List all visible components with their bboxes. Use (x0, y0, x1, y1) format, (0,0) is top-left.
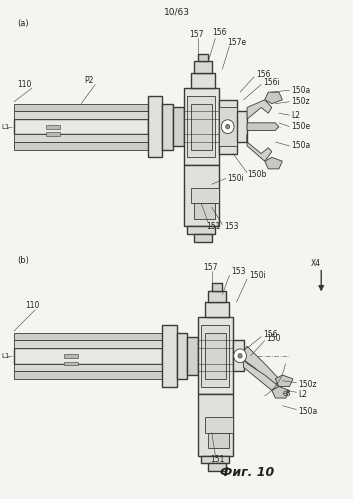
Text: 156: 156 (212, 28, 226, 37)
Bar (233, 340, 244, 371)
Bar (194, 204, 215, 219)
Bar (184, 88, 219, 165)
Bar (14, 333, 162, 340)
Bar (14, 371, 162, 379)
Text: 150z: 150z (291, 97, 310, 106)
Polygon shape (247, 134, 272, 161)
Text: L2: L2 (298, 390, 307, 399)
Bar (14, 348, 162, 363)
Text: 157: 157 (189, 30, 203, 39)
Bar (187, 337, 198, 375)
Bar (14, 119, 148, 134)
Circle shape (226, 124, 230, 129)
Polygon shape (247, 100, 272, 119)
Bar (184, 165, 219, 227)
Text: 150e: 150e (291, 122, 310, 131)
Text: 150a: 150a (298, 407, 318, 416)
Polygon shape (247, 123, 279, 131)
Bar (46, 132, 60, 136)
Bar (201, 325, 229, 387)
Polygon shape (265, 92, 282, 104)
Text: (a): (a) (18, 19, 29, 28)
Bar (187, 96, 215, 157)
Bar (176, 333, 187, 379)
Text: L1: L1 (2, 353, 10, 359)
Bar (191, 73, 215, 88)
Bar (173, 107, 184, 146)
Circle shape (221, 120, 234, 134)
Text: 150a: 150a (291, 86, 311, 95)
Polygon shape (265, 157, 282, 169)
Bar (187, 227, 215, 234)
Text: 151: 151 (210, 455, 225, 464)
Text: 151: 151 (207, 222, 221, 231)
Text: L2: L2 (291, 111, 300, 120)
Polygon shape (244, 346, 279, 387)
Text: 150a: 150a (291, 141, 311, 150)
Text: 150i: 150i (228, 174, 244, 183)
Text: 157e: 157e (228, 38, 247, 47)
Circle shape (234, 349, 246, 363)
Bar (162, 104, 173, 150)
Bar (208, 290, 226, 302)
Text: Фиг. 10: Фиг. 10 (220, 466, 274, 479)
Bar (14, 104, 148, 111)
Bar (198, 394, 233, 456)
Bar (212, 283, 222, 290)
Text: L1: L1 (2, 124, 10, 130)
Text: X4: X4 (311, 259, 321, 268)
Bar (208, 463, 226, 471)
Bar (46, 125, 60, 129)
Text: 156i: 156i (263, 78, 280, 87)
Bar (194, 234, 212, 242)
Bar (64, 362, 78, 365)
Text: P2: P2 (85, 76, 94, 85)
Text: θ5: θ5 (282, 391, 291, 397)
Bar (148, 96, 162, 157)
Polygon shape (244, 360, 279, 390)
Bar (14, 363, 162, 371)
Bar (14, 340, 162, 348)
Text: 153: 153 (231, 267, 246, 276)
Text: 150: 150 (267, 334, 281, 343)
Polygon shape (275, 375, 293, 387)
Text: 156: 156 (263, 330, 277, 339)
Text: 150b: 150b (247, 170, 267, 179)
Bar (64, 354, 78, 358)
Bar (208, 433, 229, 448)
Text: 156: 156 (256, 70, 270, 79)
Text: 150i: 150i (249, 271, 265, 280)
Bar (14, 142, 148, 150)
Text: (b): (b) (18, 256, 30, 265)
Bar (198, 54, 208, 61)
Bar (205, 302, 229, 317)
Bar (14, 134, 148, 142)
Bar (191, 188, 219, 204)
Text: 153: 153 (224, 222, 239, 231)
Text: 110: 110 (18, 80, 32, 89)
Text: 157: 157 (203, 263, 217, 272)
Bar (219, 107, 237, 146)
Bar (14, 111, 148, 119)
Text: 150z: 150z (298, 380, 317, 389)
Circle shape (238, 353, 242, 358)
Bar (219, 100, 237, 154)
Bar (205, 417, 233, 433)
Bar (201, 456, 229, 463)
Text: 110: 110 (25, 301, 39, 310)
Bar (194, 61, 212, 73)
Bar (191, 104, 212, 150)
Bar (162, 325, 176, 387)
Bar (237, 111, 247, 142)
Text: 10/63: 10/63 (163, 7, 190, 16)
Polygon shape (272, 387, 289, 398)
Bar (198, 317, 233, 394)
Bar (205, 333, 226, 379)
